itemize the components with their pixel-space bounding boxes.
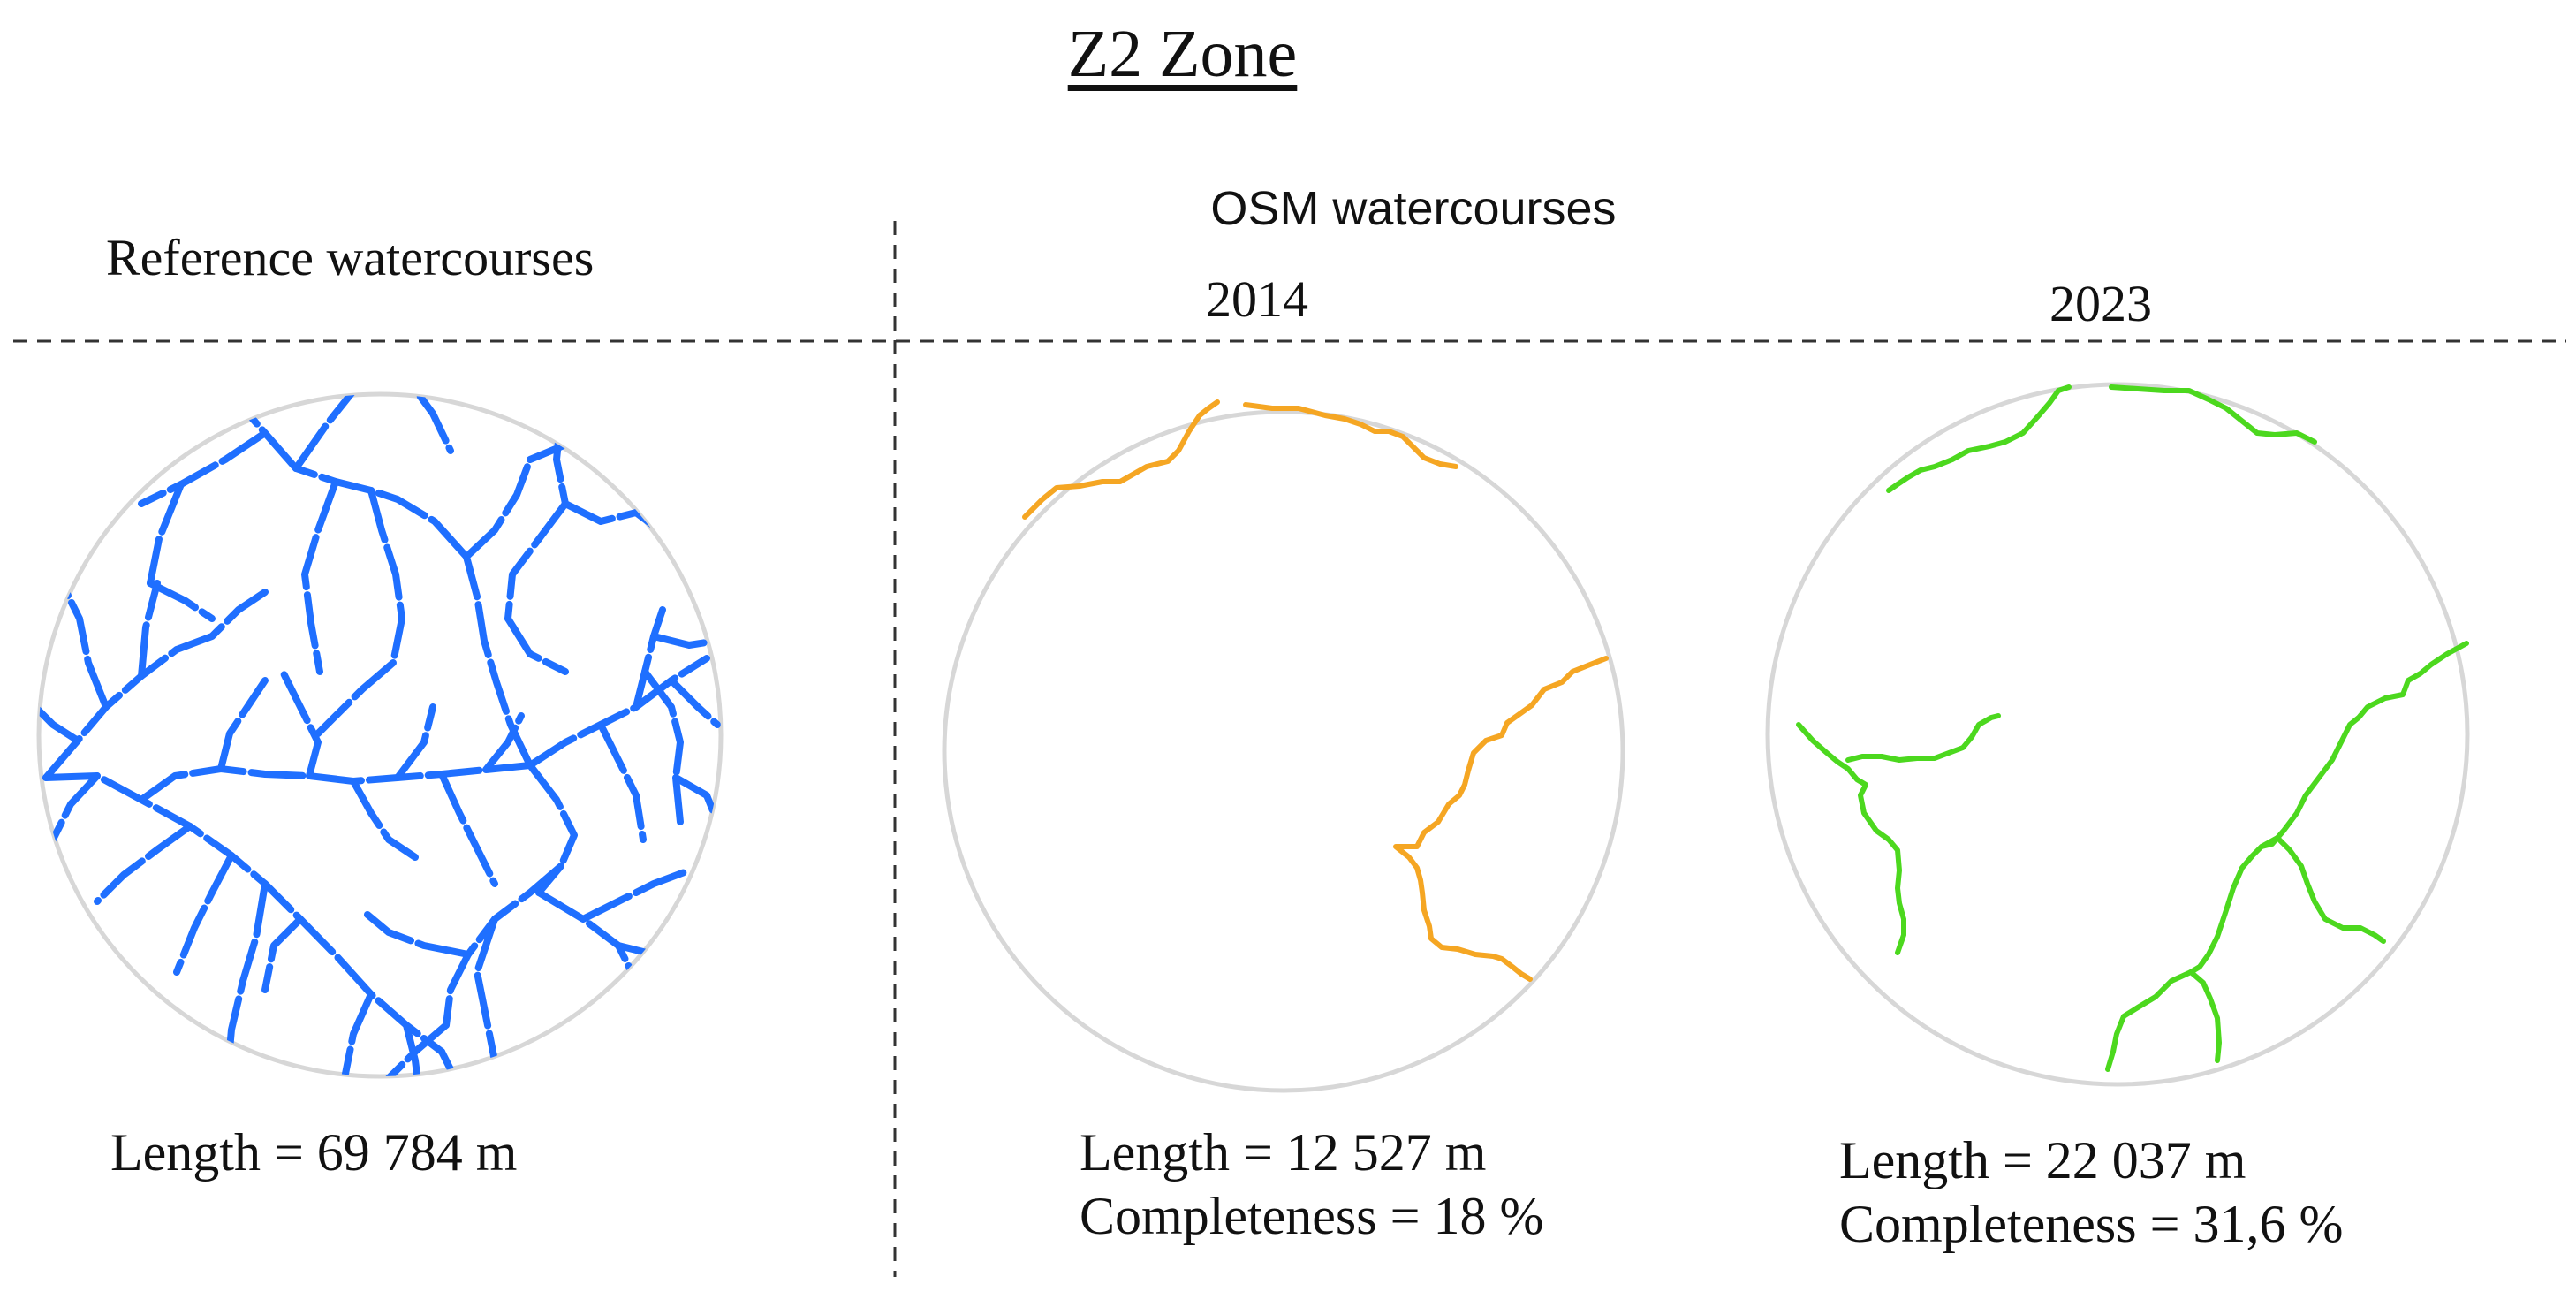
osm-2014-completeness: Completeness = 18 % [1080,1187,1544,1245]
osm-2023-length: Length = 22 037 m [1839,1131,2246,1189]
osm-2023-map [1765,382,2470,1087]
osm-2014-stats: Length = 12 527 m Completeness = 18 % [1080,1121,1543,1248]
reference-map [36,391,724,1079]
page-title: Z2 Zone [1067,17,1298,91]
osm-watercourses-label: OSM watercourses [1210,182,1617,235]
osm-2014-length: Length = 12 527 m [1080,1123,1487,1182]
osm-2014-map-boundary [942,409,1625,1093]
year-2014-label: 2014 [1206,270,1308,328]
reference-length: Length = 69 784 m [110,1123,518,1182]
osm-2023-map-boundary [1765,382,2470,1087]
reference-map-boundary [36,391,724,1079]
reference-watercourses-label: Reference watercourses [106,229,595,286]
osm-2014-watercourses [1022,399,1609,982]
osm-2014-map [942,399,1625,1093]
osm-2023-completeness: Completeness = 31,6 % [1839,1195,2344,1253]
osm-2023-watercourses [1796,384,2469,1072]
year-2023-label: 2023 [2049,275,2152,332]
osm-2023-stats: Length = 22 037 m Completeness = 31,6 % [1839,1129,2343,1256]
